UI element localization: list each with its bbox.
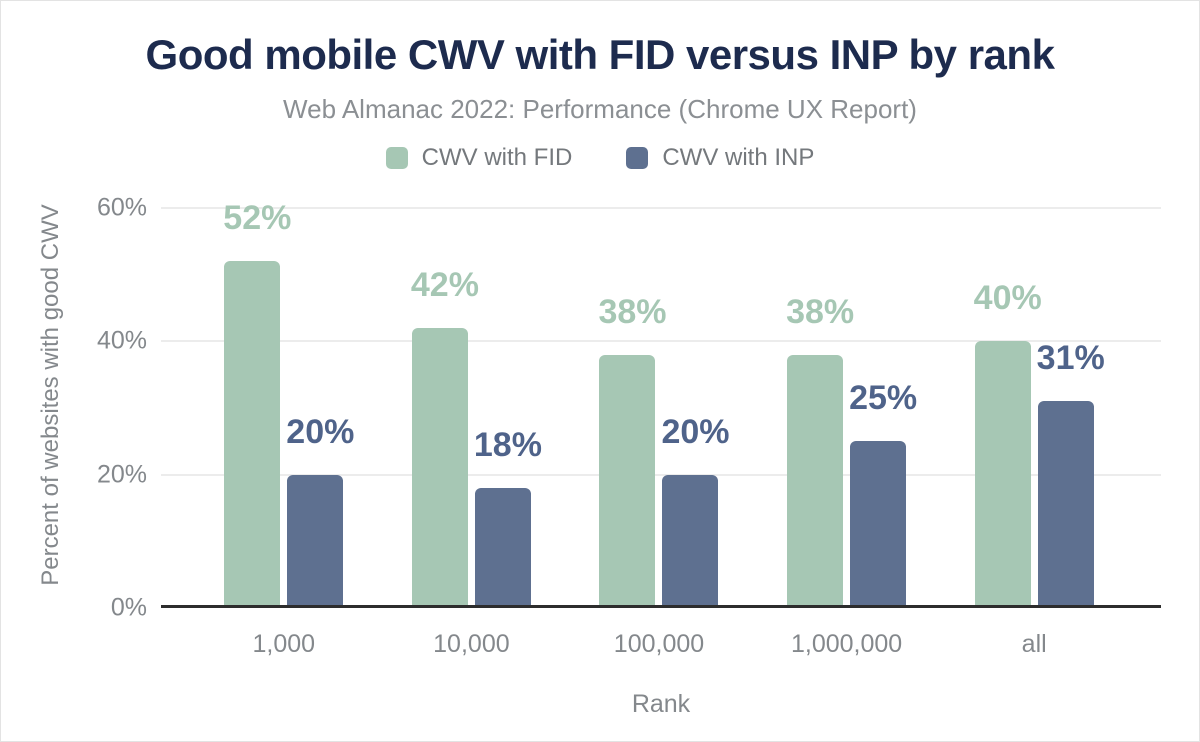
bar-group-100,000: 38% 20% 100,000	[565, 181, 753, 658]
chart-title: Good mobile CWV with FID versus INP by r…	[145, 31, 1055, 78]
y-tick-label-40: 40%	[96, 326, 147, 355]
plot-area: 52% 20% 1,000 42% 18% 10,000 38% 20% 100,000 38% 2…	[97, 181, 1161, 658]
bar-value-label: 25%	[849, 379, 918, 418]
inp-legend-label: CWV with INP	[662, 144, 815, 172]
bar-value-label: 18%	[473, 426, 542, 464]
bar-group-all: 40% 31% all	[940, 181, 1128, 658]
bar-value-label: 42%	[410, 266, 479, 304]
chart-subtitle: Web Almanac 2022: Performance (Chrome UX…	[283, 94, 917, 125]
bar-cwv-with-inp-1,000: 20%	[286, 415, 354, 608]
gridline-20	[161, 473, 1161, 476]
y-tick-label-20: 20%	[96, 460, 147, 489]
bars-area: 52% 20% 1,000 42% 18% 10,000 38% 20% 100,000 38% 2…	[190, 181, 1128, 658]
bar-group-10,000: 42% 18% 10,000	[378, 181, 566, 658]
bar-cwv-with-fid-1,000,000: 38%	[786, 295, 854, 608]
x-tick-label-1,000: 1,000	[252, 630, 316, 658]
bar-cwv-with-fid-100,000: 38%	[598, 295, 667, 608]
bar-value-label: 40%	[973, 279, 1042, 318]
legend: CWV with FID CWV with INP	[1, 144, 1199, 172]
bar-cwv-with-fid-1,000: 52%	[223, 201, 291, 608]
y-tick-label-60: 60%	[96, 193, 147, 222]
y-axis-title: Percent of websites with good CWV	[37, 204, 64, 586]
fid-legend-label: CWV with FID	[421, 144, 573, 172]
bar-group-1,000: 52% 20% 1,000	[190, 181, 378, 658]
inp-legend-swatch	[626, 147, 649, 170]
x-tick-label-100,000: 100,000	[613, 630, 705, 658]
bar-value-label: 31%	[1036, 339, 1105, 378]
bar-cwv-with-inp-100,000: 20%	[661, 415, 730, 608]
gridline-60	[161, 207, 1161, 209]
bar-value-label: 38%	[598, 292, 667, 331]
bar-cwv-with-inp-10,000: 18%	[474, 428, 542, 608]
x-axis-line	[161, 605, 1161, 608]
x-tick-label-10,000: 10,000	[433, 630, 510, 658]
bar-cwv-with-fid-all: 40%	[974, 281, 1042, 608]
x-axis-title: Rank	[631, 690, 691, 718]
bar-value-label: 52%	[223, 199, 292, 238]
bar-value-label: 38%	[786, 292, 855, 331]
legend-item-inp: CWV with INP	[626, 144, 814, 172]
gridline-40	[161, 340, 1161, 343]
x-tick-label-1,000,000: 1,000,000	[790, 630, 903, 658]
bar-cwv-with-inp-1,000,000: 25%	[849, 381, 917, 608]
fid-legend-swatch	[385, 147, 408, 170]
bar-group-1,000,000: 38% 25% 1,000,000	[753, 181, 941, 658]
bar-value-label: 20%	[286, 412, 355, 451]
y-tick-label-0: 0%	[110, 593, 147, 622]
legend-item-fid: CWV with FID	[385, 144, 573, 172]
bar-cwv-with-inp-all: 31%	[1037, 341, 1105, 608]
bar-cwv-with-fid-10,000: 42%	[411, 268, 479, 608]
bar-value-label: 20%	[661, 412, 730, 451]
x-tick-label-all: all	[1021, 630, 1047, 658]
